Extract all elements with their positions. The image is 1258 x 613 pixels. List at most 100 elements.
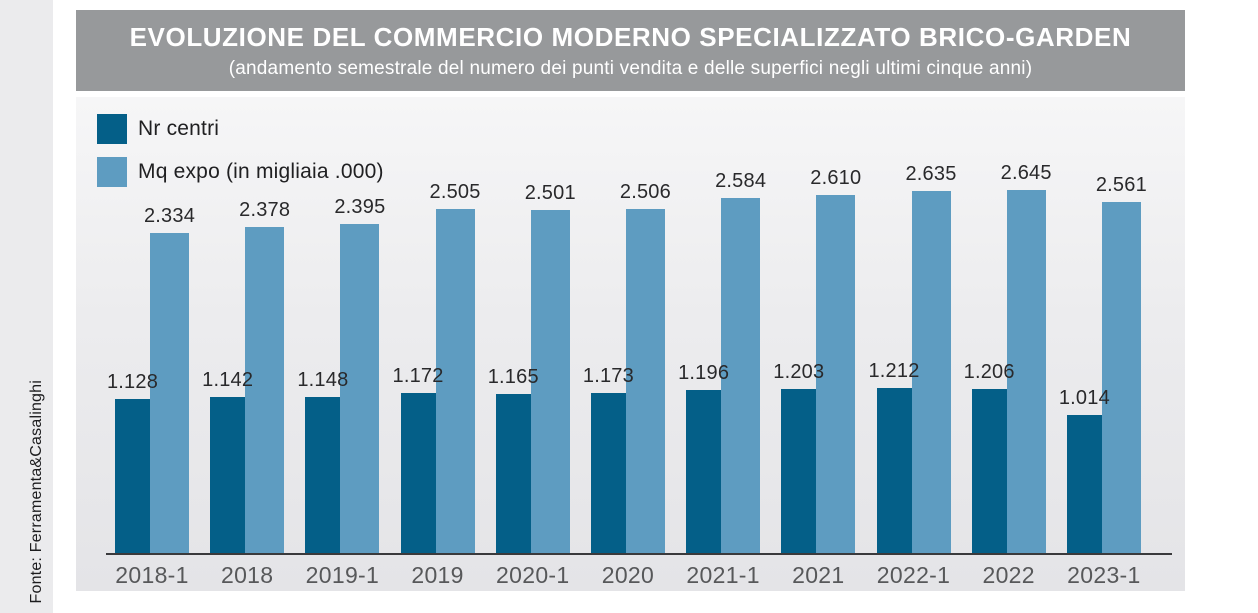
bar-column-mq-expo: 2.584 xyxy=(715,170,766,555)
chart-group-2021: 1.203 2.610 2021 xyxy=(773,167,861,588)
x-axis-label: 2023-1 xyxy=(1067,562,1141,588)
bar-mq-expo xyxy=(721,198,761,555)
x-axis-label: 2018-1 xyxy=(115,562,189,588)
legend-label-mq-expo: Mq expo (in migliaia .000) xyxy=(138,160,384,183)
value-label: 2.645 xyxy=(1000,162,1052,184)
source-note: Fonte: Ferramenta&Casalinghi xyxy=(28,379,45,603)
bar-nr-centri xyxy=(781,389,817,555)
chart-title: EVOLUZIONE DEL COMMERCIO MODERNO SPECIAL… xyxy=(129,21,1132,52)
x-axis-label: 2020 xyxy=(601,562,655,588)
value-label: 1.165 xyxy=(487,366,539,388)
bar-nr-centri xyxy=(305,397,341,555)
bar-mq-expo xyxy=(911,191,951,555)
bar-nr-centri xyxy=(400,393,436,555)
bar-column-mq-expo: 2.395 xyxy=(334,196,385,555)
x-axis-label: 2018 xyxy=(221,562,274,588)
bar-column-mq-expo: 2.505 xyxy=(430,181,480,555)
x-axis-line xyxy=(106,553,1172,555)
bar-mq-expo xyxy=(1006,190,1046,555)
value-label: 1.014 xyxy=(1058,387,1110,409)
value-label: 2.334 xyxy=(143,205,196,227)
chart-group-2019-1: 1.148 2.395 2019-1 xyxy=(297,196,385,588)
bar-nr-centri xyxy=(590,393,626,555)
chart-subtitle: (andamento semestrale del numero dei pun… xyxy=(228,57,1033,79)
bar-column-mq-expo: 2.645 xyxy=(1001,162,1052,555)
left-side-strip xyxy=(0,0,53,613)
x-axis-label: 2019 xyxy=(411,562,464,588)
value-label: 1.173 xyxy=(582,365,634,387)
x-axis-label: 2022-1 xyxy=(876,562,951,588)
chart-group-2023-1: 1.014 2.561 2023-1 xyxy=(1059,174,1147,588)
bar-column-nr-centri: 1.196 xyxy=(678,362,729,555)
chart-group-2018-1: 1.128 2.334 2018-1 xyxy=(107,205,195,588)
value-label: 1.148 xyxy=(297,369,349,391)
bar-nr-centri xyxy=(1066,415,1102,555)
bar-column-mq-expo: 2.334 xyxy=(144,205,195,555)
chart-group-2020-1: 1.165 2.501 2020-1 xyxy=(488,182,576,588)
bar-column-nr-centri: 1.014 xyxy=(1059,387,1110,555)
bar-column-mq-expo: 2.561 xyxy=(1096,174,1147,555)
bar-column-nr-centri: 1.128 xyxy=(107,371,158,555)
chart-group-2021-1: 1.196 2.584 2021-1 xyxy=(678,170,766,588)
value-label: 2.506 xyxy=(619,181,671,203)
chart-group-2020: 1.173 2.506 2020 xyxy=(583,181,671,588)
bar-column-nr-centri: 1.203 xyxy=(773,361,824,555)
x-axis-label: 2020-1 xyxy=(496,562,570,588)
bar-column-nr-centri: 1.173 xyxy=(583,365,634,555)
value-label: 2.635 xyxy=(905,163,957,185)
chart-group-2022: 1.206 2.645 2022 xyxy=(964,162,1052,588)
chart-group-2022-1: 1.212 2.635 2022-1 xyxy=(868,163,956,588)
bar-mq-expo xyxy=(150,233,189,555)
bar-column-mq-expo: 2.378 xyxy=(239,199,290,555)
chart-group-2019: 1.172 2.505 2019 xyxy=(393,181,481,588)
bar-nr-centri xyxy=(876,388,912,555)
bar-column-mq-expo: 2.635 xyxy=(905,163,956,555)
x-axis-label: 2019-1 xyxy=(305,562,380,588)
value-label: 1.203 xyxy=(773,361,825,383)
title-banner: EVOLUZIONE DEL COMMERCIO MODERNO SPECIAL… xyxy=(76,10,1185,91)
value-label: 1.206 xyxy=(963,361,1015,383)
chart-legend: Nr centri Mq expo (in migliaia .000) xyxy=(97,114,384,187)
bar-nr-centri xyxy=(115,399,150,555)
value-label: 2.561 xyxy=(1095,174,1147,196)
value-label: 1.172 xyxy=(392,365,444,387)
x-axis-label: 2022 xyxy=(982,562,1035,588)
legend-swatch-mq-expo xyxy=(97,157,127,187)
bar-column-mq-expo: 2.501 xyxy=(525,182,576,555)
bar-nr-centri xyxy=(495,394,531,555)
legend-swatch-nr-centri xyxy=(97,114,127,144)
bar-column-mq-expo: 2.506 xyxy=(620,181,671,555)
value-label: 2.584 xyxy=(715,170,767,192)
value-label: 1.128 xyxy=(106,371,159,393)
bar-mq-expo xyxy=(625,209,665,555)
bar-column-nr-centri: 1.165 xyxy=(488,366,539,555)
bar-nr-centri xyxy=(971,389,1007,555)
bar-nr-centri xyxy=(686,390,722,555)
x-axis-label: 2021 xyxy=(792,562,845,588)
value-label: 2.501 xyxy=(524,182,576,204)
legend-label-nr-centri: Nr centri xyxy=(138,117,220,140)
bar-mq-expo xyxy=(435,209,475,555)
bar-mq-expo xyxy=(1101,202,1141,555)
value-label: 2.395 xyxy=(334,196,386,218)
chart-panel: Nr centri Mq expo (in migliaia .000) 1.1… xyxy=(76,97,1185,591)
bar-column-nr-centri: 1.172 xyxy=(393,365,443,555)
value-label: 1.196 xyxy=(678,362,730,384)
legend-item-mq-expo: Mq expo (in migliaia .000) xyxy=(97,157,384,187)
value-label: 2.505 xyxy=(429,181,481,203)
chart-groups: 1.128 2.334 2018-1 1.142 2.378 2018 1.148 2.395… xyxy=(107,97,1147,588)
bar-column-nr-centri: 1.206 xyxy=(964,361,1015,555)
bar-mq-expo xyxy=(245,227,285,555)
bar-column-nr-centri: 1.142 xyxy=(202,369,253,555)
value-label: 2.378 xyxy=(239,199,291,221)
bar-column-nr-centri: 1.148 xyxy=(297,369,348,555)
value-label: 2.610 xyxy=(810,167,862,189)
bar-column-nr-centri: 1.212 xyxy=(868,360,919,555)
bar-nr-centri xyxy=(210,397,246,555)
bar-mq-expo xyxy=(530,210,570,555)
value-label: 1.142 xyxy=(202,369,254,391)
bar-mq-expo xyxy=(340,224,380,555)
bar-column-mq-expo: 2.610 xyxy=(810,167,861,555)
x-axis-label: 2021-1 xyxy=(686,562,760,588)
